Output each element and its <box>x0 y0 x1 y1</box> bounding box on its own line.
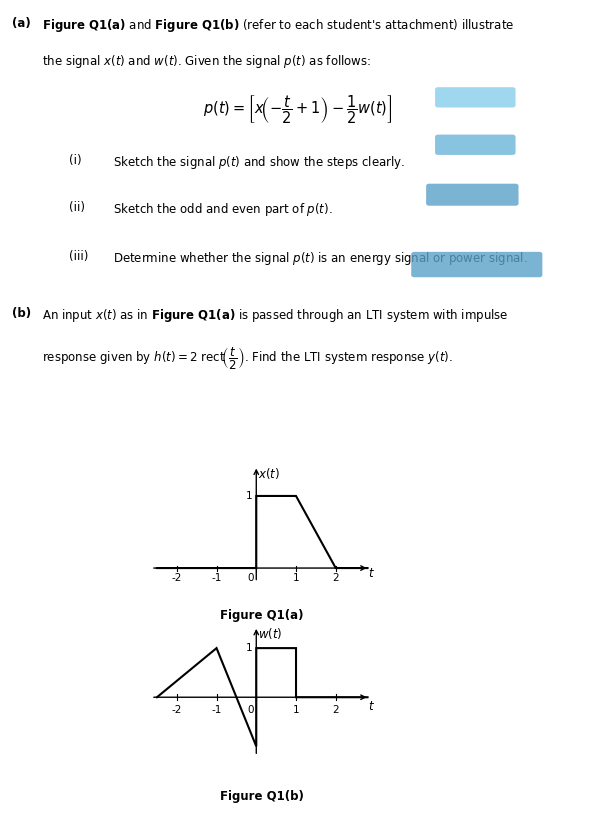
Text: Determine whether the signal $p(t)$ is an energy signal or power signal.: Determine whether the signal $p(t)$ is a… <box>113 250 528 267</box>
Text: (ii): (ii) <box>69 201 85 214</box>
Text: $w(t)$: $w(t)$ <box>258 626 283 641</box>
Text: -1: -1 <box>212 705 222 715</box>
Text: -1: -1 <box>212 573 222 583</box>
Text: Figure Q1(a): Figure Q1(a) <box>221 609 304 622</box>
Text: (b): (b) <box>12 307 31 320</box>
Text: 1: 1 <box>293 705 299 715</box>
Text: Sketch the odd and even part of $p(t)$.: Sketch the odd and even part of $p(t)$. <box>113 201 333 218</box>
Text: Sketch the signal $p(t)$ and show the steps clearly.: Sketch the signal $p(t)$ and show the st… <box>113 155 405 172</box>
Text: 0: 0 <box>247 705 253 715</box>
Text: 2: 2 <box>333 573 339 583</box>
Text: Figure Q1(b): Figure Q1(b) <box>221 790 304 803</box>
FancyBboxPatch shape <box>435 87 516 107</box>
FancyBboxPatch shape <box>411 252 542 278</box>
Text: -2: -2 <box>172 573 182 583</box>
Text: -2: -2 <box>172 705 182 715</box>
Text: $t$: $t$ <box>368 699 375 712</box>
Text: 1: 1 <box>246 491 252 501</box>
Text: 2: 2 <box>333 705 339 715</box>
Text: 0: 0 <box>247 573 253 583</box>
Text: An input $x(t)$ as in $\mathbf{Figure\ Q1(a)}$ is passed through an LTI system w: An input $x(t)$ as in $\mathbf{Figure\ Q… <box>42 307 508 324</box>
Text: $p(t) = \left[x\!\left(-\dfrac{t}{2}+1\right)-\dfrac{1}{2}w(t)\right]$: $p(t) = \left[x\!\left(-\dfrac{t}{2}+1\r… <box>203 93 393 125</box>
Text: (i): (i) <box>69 155 81 168</box>
FancyBboxPatch shape <box>426 184 519 206</box>
FancyBboxPatch shape <box>435 134 516 155</box>
Text: $t$: $t$ <box>368 567 375 580</box>
Text: the signal $x(t)$ and $w(t)$. Given the signal $p(t)$ as follows:: the signal $x(t)$ and $w(t)$. Given the … <box>42 53 371 70</box>
Text: $x(t)$: $x(t)$ <box>258 466 280 481</box>
Text: 1: 1 <box>293 573 299 583</box>
Text: $\mathbf{Figure\ Q1(a)}$ and $\mathbf{Figure\ Q1(b)}$ (refer to each student's a: $\mathbf{Figure\ Q1(a)}$ and $\mathbf{Fi… <box>42 17 514 34</box>
Text: 1: 1 <box>246 643 252 653</box>
Text: (iii): (iii) <box>69 250 88 263</box>
Text: (a): (a) <box>12 17 30 30</box>
Text: response given by $h(t) = 2\ \mathrm{rect}\!\left(\dfrac{t}{2}\right)$. Find the: response given by $h(t) = 2\ \mathrm{rec… <box>42 345 452 371</box>
